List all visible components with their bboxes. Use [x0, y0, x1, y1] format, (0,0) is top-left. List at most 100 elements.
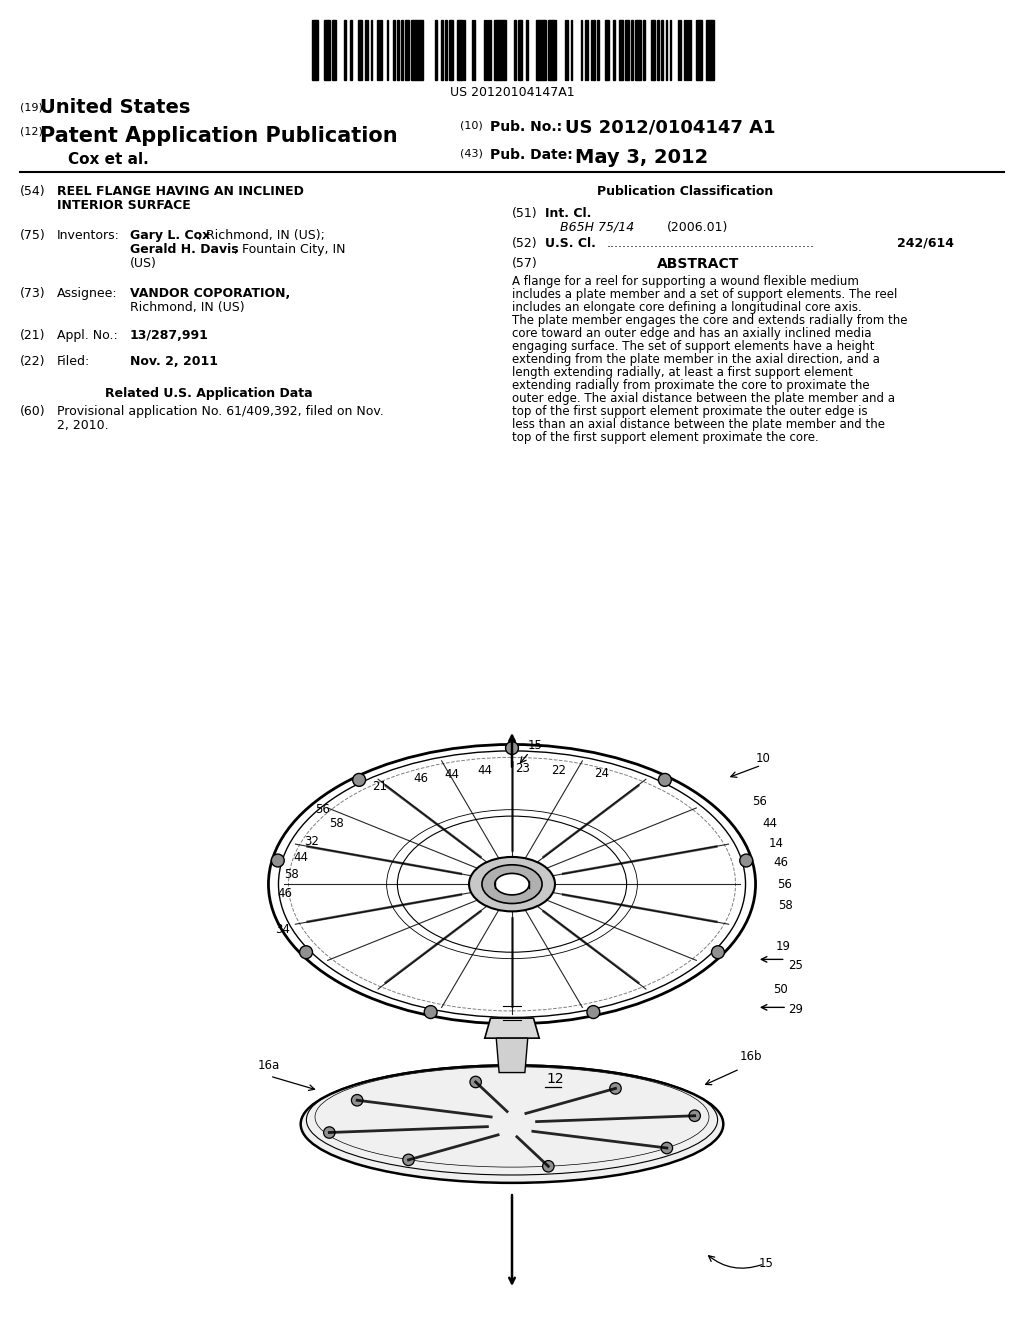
Bar	[445, 20, 447, 81]
Bar	[460, 20, 461, 81]
Bar	[417, 20, 419, 81]
Bar	[367, 20, 369, 81]
Bar	[316, 20, 317, 81]
Text: 13/287,991: 13/287,991	[130, 329, 209, 342]
Bar	[518, 20, 520, 81]
Bar	[496, 20, 498, 81]
Text: 56: 56	[752, 796, 767, 808]
Bar	[581, 20, 583, 81]
Bar	[393, 20, 394, 81]
Bar	[537, 20, 538, 81]
Text: Appl. No.:: Appl. No.:	[57, 329, 118, 342]
Circle shape	[609, 1082, 622, 1094]
Text: top of the first support element proximate the core.: top of the first support element proxima…	[512, 432, 819, 444]
Text: Assignee:: Assignee:	[57, 286, 118, 300]
Text: (21): (21)	[20, 329, 45, 342]
Text: 29: 29	[787, 1003, 803, 1016]
Bar	[657, 20, 659, 81]
Bar	[550, 20, 552, 81]
Text: 58: 58	[285, 869, 299, 882]
Bar	[526, 20, 527, 81]
Text: 22: 22	[551, 764, 566, 777]
Text: 56: 56	[777, 878, 792, 891]
Bar	[334, 20, 336, 81]
Text: Nov. 2, 2011: Nov. 2, 2011	[130, 355, 218, 368]
Text: 58: 58	[778, 899, 794, 912]
Text: INTERIOR SURFACE: INTERIOR SURFACE	[57, 199, 190, 213]
Text: engaging surface. The set of support elements have a height: engaging surface. The set of support ele…	[512, 341, 874, 352]
Text: (75): (75)	[20, 228, 46, 242]
Bar	[712, 20, 714, 81]
Text: 34: 34	[275, 923, 291, 936]
Bar	[415, 20, 417, 81]
Bar	[625, 20, 627, 81]
Bar	[591, 20, 593, 81]
Bar	[332, 20, 334, 81]
Circle shape	[689, 1110, 700, 1122]
Bar	[651, 20, 653, 81]
Bar	[622, 20, 623, 81]
Text: Inventors:: Inventors:	[57, 228, 120, 242]
Bar	[407, 20, 409, 81]
Bar	[570, 20, 572, 81]
Text: , Fountain City, IN: , Fountain City, IN	[234, 243, 345, 256]
Bar	[328, 20, 330, 81]
Text: Pub. Date:: Pub. Date:	[490, 148, 572, 162]
Text: Gerald H. Davis: Gerald H. Davis	[130, 243, 239, 256]
Bar	[684, 20, 685, 81]
Bar	[327, 20, 328, 81]
Text: 23: 23	[515, 763, 530, 775]
Bar	[699, 20, 701, 81]
Text: 56: 56	[315, 803, 330, 816]
Text: (19): (19)	[20, 102, 43, 112]
Bar	[435, 20, 437, 81]
Text: US 2012/0104147 A1: US 2012/0104147 A1	[565, 117, 775, 136]
Text: less than an axial distance between the plate member and the: less than an axial distance between the …	[512, 418, 885, 432]
Circle shape	[470, 1076, 481, 1088]
Circle shape	[543, 1160, 554, 1172]
Bar	[666, 20, 668, 81]
Bar	[545, 20, 546, 81]
Bar	[686, 20, 687, 81]
Bar	[543, 20, 544, 81]
Bar	[358, 20, 360, 81]
Circle shape	[587, 1006, 600, 1019]
Text: (10): (10)	[460, 120, 482, 129]
Circle shape	[712, 945, 724, 958]
Ellipse shape	[469, 857, 555, 911]
Circle shape	[658, 774, 672, 787]
Text: core toward an outer edge and has an axially inclined media: core toward an outer edge and has an axi…	[512, 327, 871, 341]
Text: (73): (73)	[20, 286, 46, 300]
Bar	[487, 20, 489, 81]
Bar	[485, 20, 487, 81]
Text: 46: 46	[413, 772, 428, 785]
Text: Provisional application No. 61/409,392, filed on Nov.: Provisional application No. 61/409,392, …	[57, 405, 384, 418]
Circle shape	[424, 1006, 437, 1019]
Bar	[613, 20, 614, 81]
Bar	[710, 20, 712, 81]
Text: 44: 44	[477, 764, 493, 777]
Bar	[597, 20, 599, 81]
Text: 46: 46	[773, 857, 788, 870]
Bar	[483, 20, 485, 81]
Circle shape	[352, 774, 366, 787]
Bar	[627, 20, 629, 81]
Bar	[637, 20, 639, 81]
Text: ....................................................: ........................................…	[607, 238, 815, 249]
Text: 32: 32	[304, 834, 319, 847]
Bar	[539, 20, 540, 81]
Bar	[541, 20, 542, 81]
Bar	[688, 20, 689, 81]
Text: Related U.S. Application Data: Related U.S. Application Data	[105, 387, 312, 400]
Bar	[397, 20, 398, 81]
Circle shape	[271, 854, 285, 867]
Circle shape	[402, 1154, 415, 1166]
Text: B65H 75/14: B65H 75/14	[560, 220, 634, 234]
Text: 44: 44	[763, 817, 777, 830]
Text: 50: 50	[773, 983, 788, 997]
Ellipse shape	[301, 1065, 723, 1183]
Bar	[377, 20, 379, 81]
Text: 25: 25	[787, 958, 803, 972]
Bar	[635, 20, 637, 81]
Text: Patent Application Publication: Patent Application Publication	[40, 125, 397, 147]
